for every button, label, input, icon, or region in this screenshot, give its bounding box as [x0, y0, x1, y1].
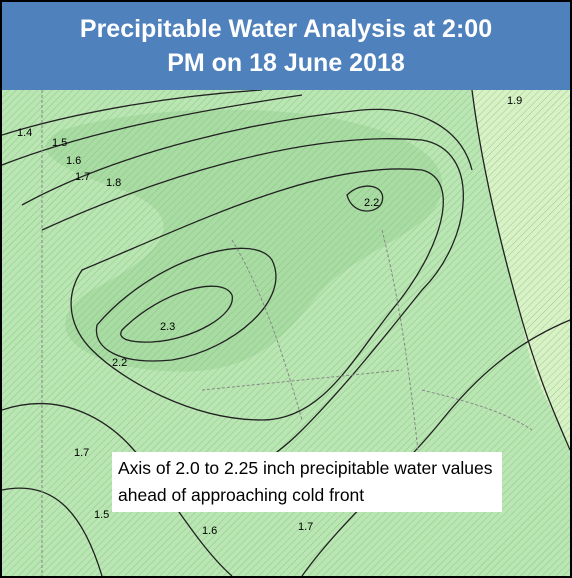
contour-label: 1.6: [202, 525, 217, 537]
contour-label: 2.2: [364, 197, 379, 209]
contour-label: 1.5: [52, 137, 67, 149]
contour-label: 2.2: [112, 357, 127, 369]
contour-label: 1.7: [74, 447, 89, 459]
title: Precipitable Water Analysis at 2:00 PM o…: [79, 15, 493, 77]
annotation: Axis of 2.0 to 2.25 inch precipitable wa…: [112, 452, 502, 512]
contour-label: 1.9: [507, 95, 522, 107]
contour-label: 1.5: [94, 509, 109, 521]
title-bar: Precipitable Water Analysis at 2:00 PM o…: [2, 2, 570, 90]
contour-label: 1.8: [106, 177, 121, 189]
contour-label: 1.6: [66, 155, 81, 167]
contour-label: 2.3: [160, 321, 175, 333]
contour-label: 1.4: [17, 127, 32, 139]
contour-label: 1.7: [75, 171, 90, 183]
contour-label: 1.7: [298, 521, 313, 533]
